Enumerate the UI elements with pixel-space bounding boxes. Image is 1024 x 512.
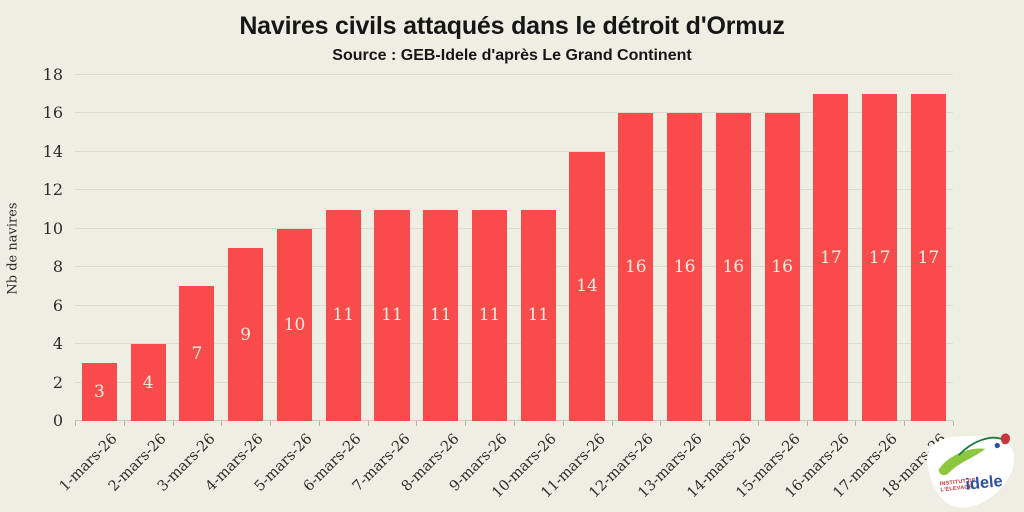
bar-value-label: 10 [283, 314, 306, 335]
bar-value-label: 11 [332, 305, 355, 326]
bar-value-label: 11 [527, 305, 550, 326]
logo-red-flame [1000, 433, 1010, 445]
logo-org-line2: L'ÉLEVAGE [940, 482, 973, 493]
y-tick-label: 8 [52, 257, 63, 277]
x-axis-tick [416, 421, 418, 426]
y-tick-label: 12 [42, 180, 63, 200]
x-axis-tick [123, 421, 125, 426]
y-tick-label: 18 [42, 65, 63, 85]
x-axis-tick [465, 421, 467, 426]
gridline [75, 304, 953, 306]
y-tick-label: 0 [52, 411, 63, 431]
y-tick-label: 10 [42, 218, 63, 238]
x-axis-tick [221, 421, 223, 426]
gridline [75, 112, 953, 114]
bar-value-label: 7 [191, 343, 203, 364]
logo-leaf-swoosh [938, 448, 986, 476]
bar-value-label: 9 [240, 324, 252, 345]
bars-layer: 3 4 7 9 10 11 11 11 11 11 14 16 16 16 16 17 17 17 [75, 75, 953, 421]
bar-15-mars-26: 16 [764, 113, 800, 421]
bar-11-mars-26: 14 [569, 151, 605, 421]
y-tick-label: 2 [52, 372, 63, 392]
bar-value-label: 17 [868, 247, 891, 268]
bar-value-label: 14 [576, 276, 598, 297]
chart-subtitle: Source : GEB-Idele d'après Le Grand Cont… [332, 47, 692, 64]
y-tick-label: 14 [42, 141, 63, 161]
x-axis-tick [270, 421, 272, 426]
x-axis-tick [318, 421, 320, 426]
x-axis-tick [367, 421, 369, 426]
x-axis-tick [75, 421, 76, 426]
logo-brand: idele [965, 472, 1004, 494]
y-tick-label: 4 [52, 334, 63, 354]
logo-stem-curve [958, 436, 1003, 456]
bar-4-mars-26: 9 [228, 248, 264, 421]
bar-1-mars-26: 3 [81, 363, 117, 421]
bar-2-mars-26: 4 [130, 344, 166, 421]
bar-value-label: 16 [771, 257, 793, 278]
y-tick-label: 16 [42, 103, 63, 123]
bar-value-label: 17 [917, 247, 940, 268]
x-axis-tick [514, 421, 515, 426]
gridline [75, 343, 953, 345]
logo-org-line1: INSTITUT DE [940, 478, 977, 488]
x-axis-tick [611, 421, 613, 426]
x-axis-tick [904, 421, 906, 426]
idele-logo: INSTITUT DE L'ÉLEVAGE idele [926, 433, 1015, 508]
gridline [75, 266, 953, 268]
x-axis-tick [806, 421, 808, 426]
x-axis-tick [562, 421, 564, 426]
bar-3-mars-26: 7 [179, 286, 215, 421]
logo-blue-dot [994, 442, 1000, 449]
x-axis-baseline [75, 420, 953, 421]
gridline [75, 381, 953, 383]
x-ticks-layer [75, 75, 954, 426]
bar-5-mars-26: 10 [276, 228, 312, 421]
plot-area: 3 4 7 9 10 11 11 11 11 11 14 16 16 16 16 17 17 17 1-mars-… [43, 65, 954, 501]
bar-7-mars-26: 11 [374, 209, 410, 421]
gridlines-layer [75, 74, 953, 421]
bar-17-mars-26: 17 [862, 94, 898, 421]
gridline [75, 227, 953, 229]
bar-10-mars-26: 11 [520, 209, 556, 421]
bar-value-label: 16 [673, 257, 696, 278]
x-axis-tick [660, 421, 662, 426]
x-axis-tick [709, 421, 711, 426]
y-tick-label: 6 [52, 295, 63, 315]
bar-14-mars-26: 16 [715, 113, 751, 421]
bar-16-mars-26: 17 [813, 94, 849, 421]
bar-value-label: 17 [820, 247, 842, 268]
bar-13-mars-26: 16 [667, 113, 703, 421]
bar-value-label: 11 [478, 305, 501, 326]
bar-18-mars-26: 17 [910, 94, 946, 421]
gridline [75, 150, 953, 152]
gridline [75, 74, 953, 75]
gridline [75, 189, 953, 191]
x-axis-tick [953, 421, 954, 426]
x-axis-tick [757, 421, 759, 426]
x-axis-tick [855, 421, 857, 426]
logo-background-shape [926, 436, 1015, 508]
bar-value-label: 4 [142, 372, 154, 393]
x-axis-tick [172, 421, 174, 426]
bar-value-label: 3 [93, 382, 105, 403]
bar-6-mars-26: 11 [325, 209, 361, 421]
bar-value-label: 16 [722, 257, 745, 278]
y-axis-title: Nb de navires [5, 202, 21, 295]
bar-12-mars-26: 16 [618, 113, 654, 421]
bar-value-label: 11 [381, 305, 403, 326]
bar-8-mars-26: 11 [423, 209, 459, 421]
bar-value-label: 11 [429, 305, 452, 326]
chart-title: Navires civils attaqués dans le détroit … [239, 12, 785, 40]
x-labels-layer: 1-mars-26 2-mars-26 3-mars-26 4-mars-26 5-ma… [57, 75, 953, 501]
bar-9-mars-26: 11 [471, 209, 508, 421]
bar-value-label: 16 [624, 257, 647, 278]
